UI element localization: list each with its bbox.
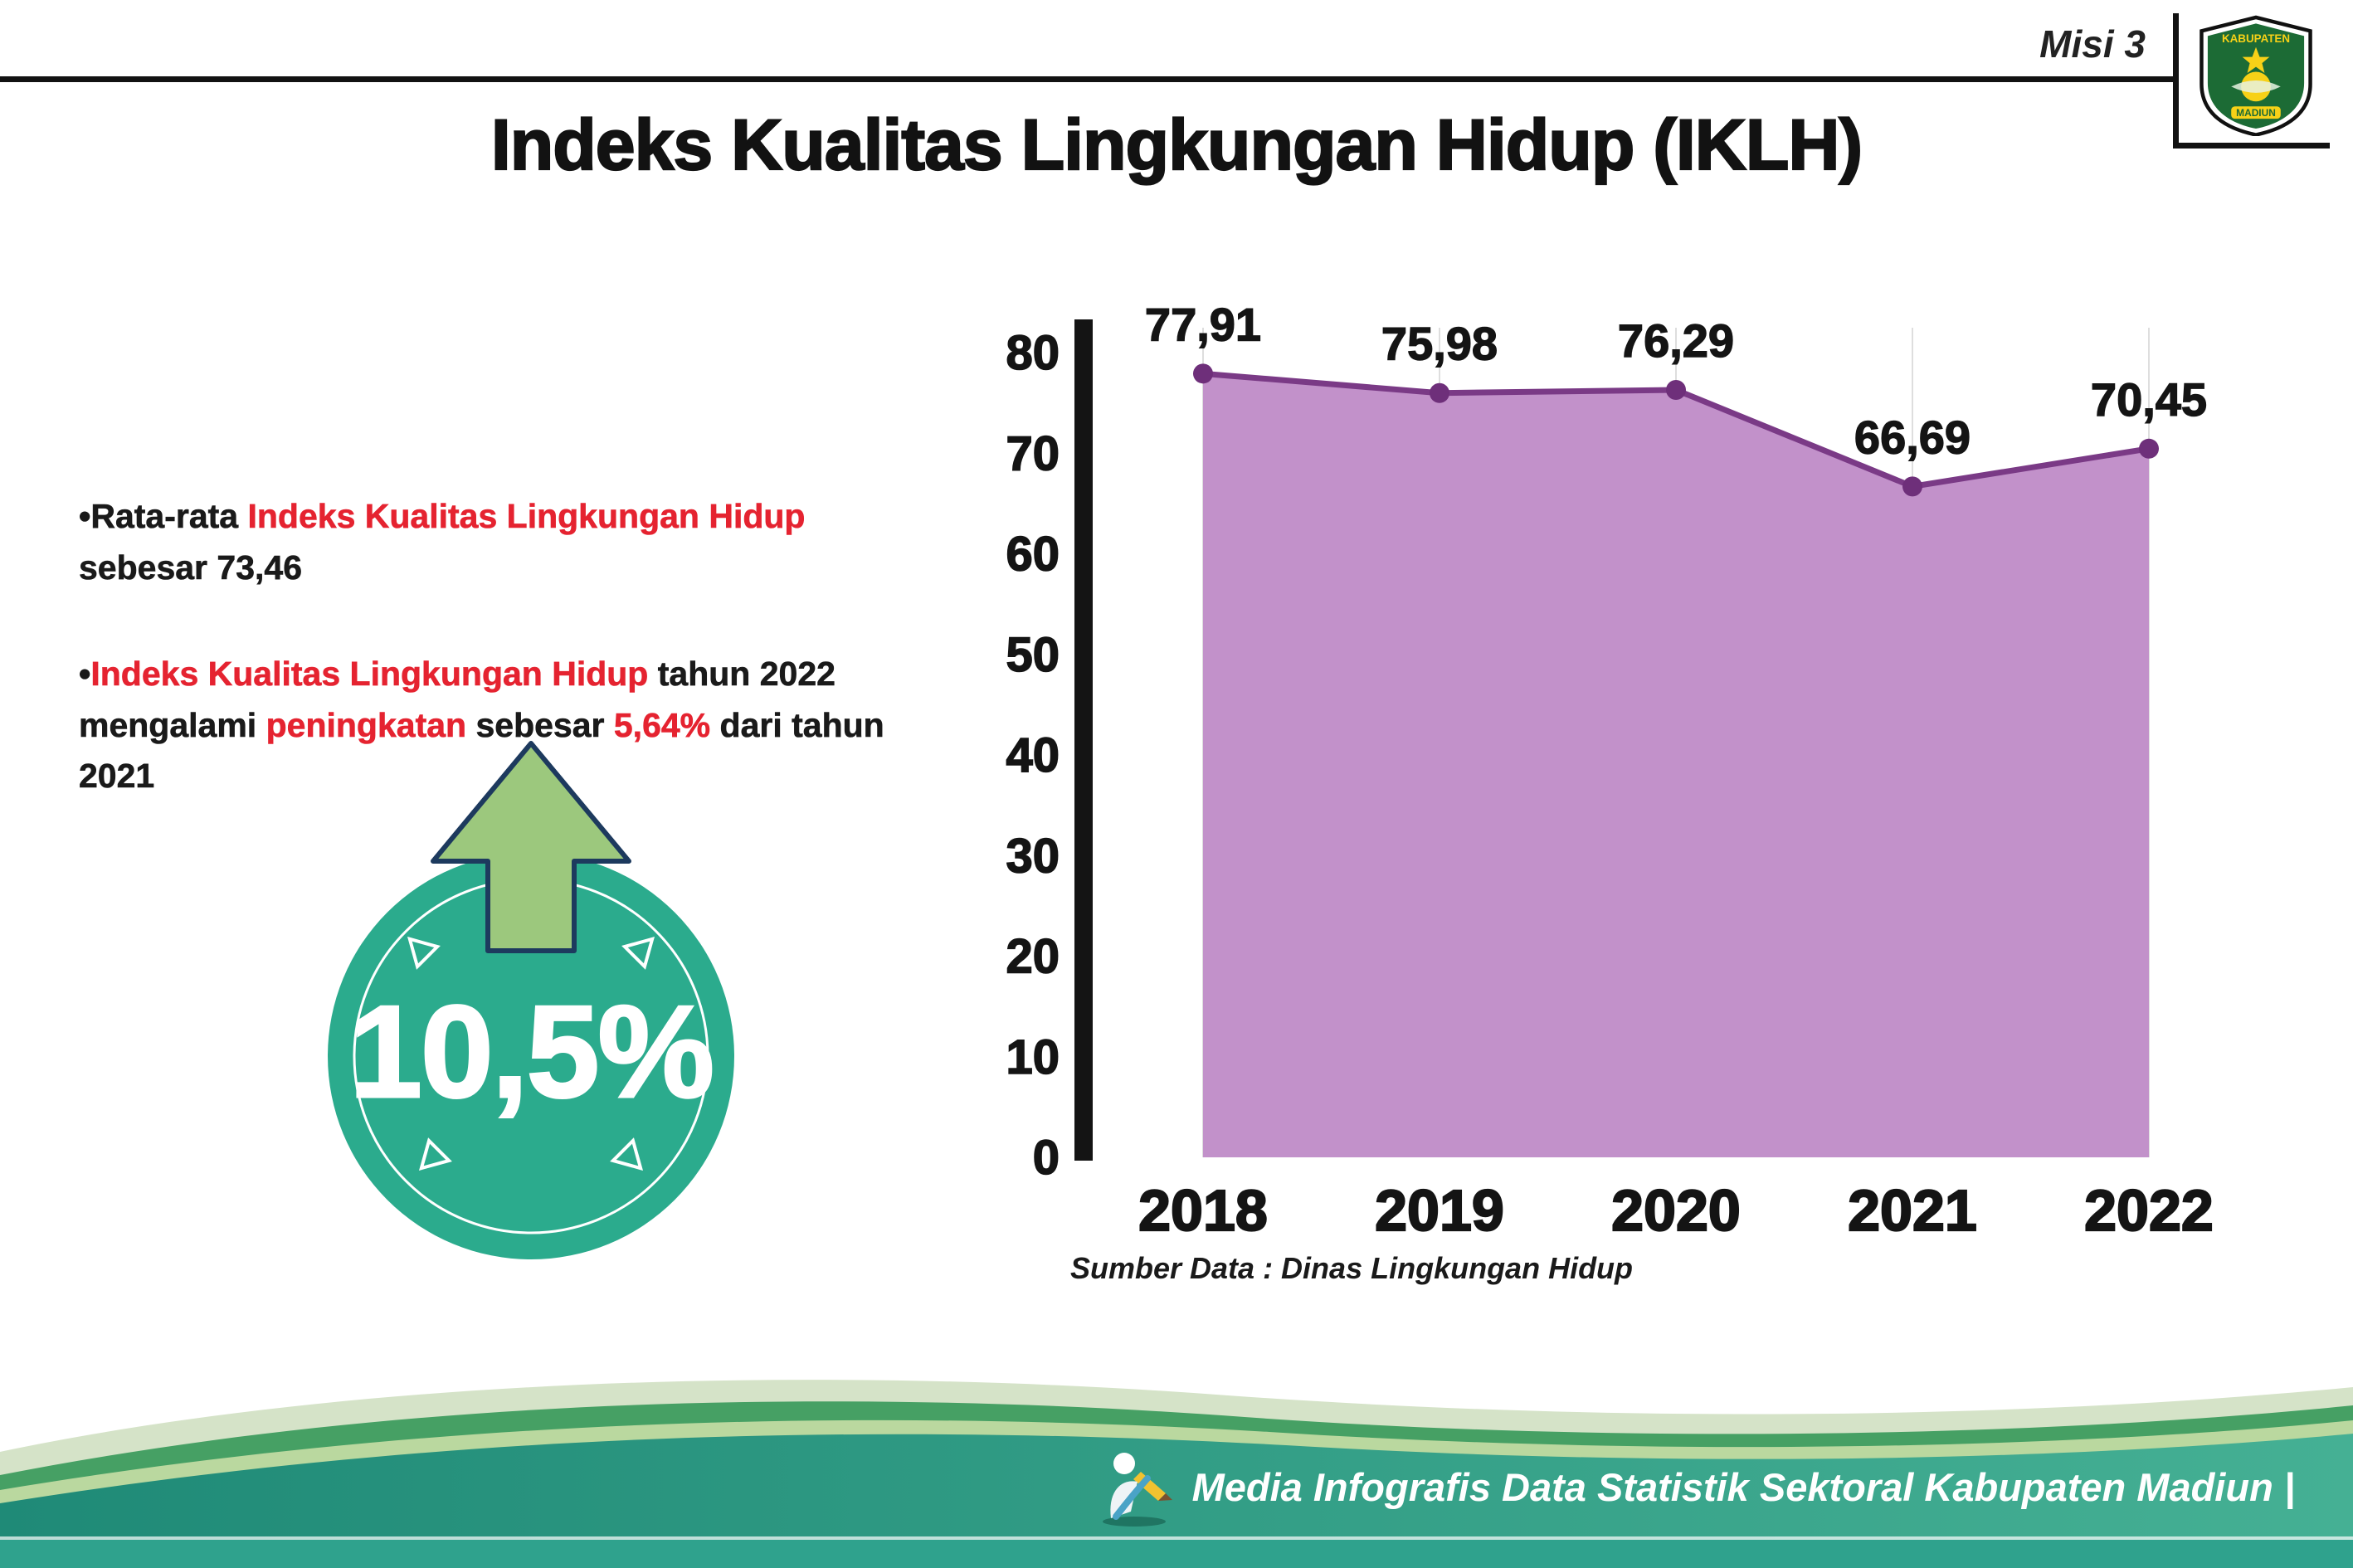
footer-strip-divider (0, 1536, 2353, 1540)
kabupaten-madiun-logo: KABUPATEN MADIUN (2200, 15, 2312, 136)
page-title: Indeks Kualitas Lingkungan Hidup (IKLH) (490, 105, 1864, 186)
data-point (1193, 363, 1213, 384)
mascot-body (1109, 1481, 1138, 1518)
data-point (1430, 382, 1449, 403)
increase-badge: 10,5% (315, 728, 747, 1284)
bullet-text: • (79, 655, 91, 694)
increase-badge-graphic (328, 741, 734, 1259)
bullet-text: •Rata-rata (79, 497, 248, 536)
source-note: Sumber Data : Dinas Lingkungan Hidup (1070, 1251, 1634, 1285)
data-point (1666, 379, 1686, 400)
mascot-head (1113, 1453, 1135, 1474)
x-axis-label: 2018 (1138, 1178, 1268, 1243)
x-axis-label: 2019 (1375, 1178, 1504, 1243)
logo-banner (2231, 106, 2281, 119)
mascot-icon (1102, 1453, 1172, 1527)
bullet-text: sebesar (466, 705, 614, 744)
bullet-text-red: 5,64% (613, 705, 711, 744)
misi-label: Misi 3 (2039, 22, 2146, 66)
footer-wave-teal (0, 1434, 2353, 1568)
x-axis-label: 2021 (1848, 1178, 1977, 1243)
footer-caption: Media Infografis Data Statistik Sektoral… (1191, 1464, 2295, 1509)
bullet-text: tahun 2022 mengalami (79, 655, 836, 744)
header-divider (0, 76, 2179, 82)
y-tick-label: 60 (1006, 528, 1060, 582)
x-axis-label: 2022 (2084, 1178, 2214, 1243)
area-fill (1203, 373, 2149, 1157)
logo-frame: KABUPATEN MADIUN (2173, 13, 2330, 149)
mascot-pencil (1133, 1472, 1166, 1501)
mascot-accent (1112, 1475, 1151, 1520)
y-tick-label: 10 (1006, 1030, 1060, 1084)
logo-bottom-text: MADIUN (2236, 107, 2276, 119)
data-point (1902, 476, 1922, 497)
footer-caption-row: Media Infografis Data Statistik Sektoral… (1093, 1445, 2295, 1528)
y-tick-label: 80 (1006, 326, 1060, 380)
x-axis-label: 2020 (1611, 1178, 1741, 1243)
badge-triangle-icon (407, 936, 441, 970)
footer-bottom-strip (0, 1540, 2353, 1568)
increase-badge-value: 10,5% (348, 978, 715, 1127)
y-tick-label: 30 (1006, 829, 1060, 883)
bullet-increase: •Indeks Kualitas Lingkungan Hidup tahun … (79, 649, 900, 802)
bullet-text-red: Indeks Kualitas Lingkungan Hidup (247, 497, 806, 536)
footer-waves (0, 1380, 2353, 1568)
bullet-text-red: peningkatan (266, 705, 467, 744)
badge-triangle-icon (418, 1137, 452, 1171)
logo-wing-shape (2231, 80, 2281, 93)
bullet-text: sebesar 73,46 (79, 548, 303, 587)
y-tick-label: 70 (1006, 426, 1060, 480)
logo-star-icon (2242, 46, 2270, 74)
y-tick-label: 20 (1006, 930, 1060, 984)
bullet-average: •Rata-rata Indeks Kualitas Lingkungan Hi… (79, 491, 900, 593)
bullet-text-red: Indeks Kualitas Lingkungan Hidup (90, 655, 649, 694)
iklh-chart: 0 10 20 30 40 50 60 70 80 77,91 75,98 76,29 66,69 70,… (975, 295, 2269, 1273)
y-axis (1074, 319, 1093, 1161)
value-label: 75,98 (1381, 318, 1498, 370)
value-label: 70,45 (2091, 373, 2207, 426)
value-label: 77,91 (1145, 298, 1261, 350)
mascot-pencil-tip (1157, 1493, 1172, 1501)
badge-triangle-icon (610, 1137, 644, 1171)
logo-top-text: KABUPATEN (2222, 32, 2290, 45)
y-tick-label: 50 (1006, 628, 1060, 682)
y-tick-label: 40 (1006, 728, 1060, 782)
badge-triangle-icon (621, 936, 655, 970)
iklh-area-chart: 0 10 20 30 40 50 60 70 80 77,91 75,98 76,29 66,69 70,… (1006, 298, 2214, 1244)
value-label: 66,69 (1854, 411, 1971, 463)
data-point (2139, 438, 2159, 459)
value-label: 76,29 (1618, 314, 1734, 367)
arrow-up-icon (431, 741, 631, 953)
bullet-text: dari tahun 2021 (79, 705, 884, 795)
y-tick-label: 0 (1033, 1131, 1060, 1185)
mascot-shadow (1102, 1517, 1166, 1527)
